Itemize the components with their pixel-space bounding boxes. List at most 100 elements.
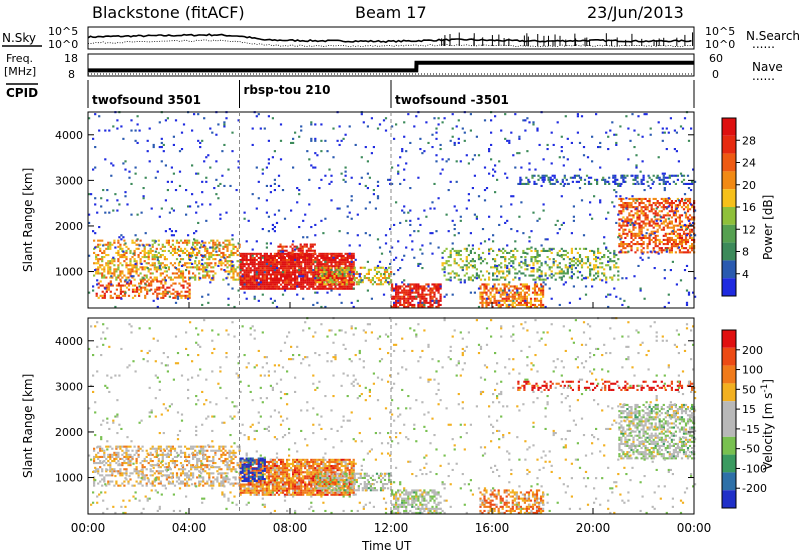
range-cell	[107, 286, 110, 289]
range-cell	[146, 288, 149, 291]
range-cell	[564, 264, 567, 267]
range-cell	[104, 211, 107, 214]
range-cell	[613, 266, 616, 269]
range-cell	[191, 164, 194, 167]
range-cell	[674, 210, 677, 213]
range-cell	[495, 287, 498, 290]
range-cell	[644, 218, 647, 221]
range-cell	[157, 239, 160, 242]
range-cell	[312, 283, 315, 286]
range-cell	[646, 206, 649, 209]
range-cell	[686, 249, 690, 252]
range-cell	[411, 283, 414, 286]
range-cell	[495, 301, 498, 304]
range-cell	[342, 256, 345, 259]
range-cell	[492, 272, 495, 275]
range-cell	[189, 277, 192, 280]
range-cell	[119, 292, 122, 295]
range-cell	[253, 279, 256, 282]
range-cell	[363, 266, 366, 269]
range-cell	[642, 222, 645, 225]
range-cell	[487, 297, 490, 300]
range-cell	[538, 287, 541, 290]
range-cell	[340, 172, 343, 175]
range-cell	[500, 256, 503, 259]
range-cell	[586, 276, 590, 279]
range-cell	[575, 174, 578, 177]
range-cell	[637, 182, 640, 185]
range-cell	[522, 232, 525, 235]
range-cell	[314, 252, 317, 255]
range-cell	[618, 222, 621, 225]
range-cell	[419, 305, 422, 308]
range-cell	[109, 466, 112, 469]
range-cell	[123, 292, 127, 295]
range-cell	[154, 240, 157, 243]
range-cell	[194, 276, 197, 279]
range-cell	[241, 277, 244, 280]
range-cell	[328, 261, 331, 264]
range-cell	[640, 249, 643, 252]
range-cell	[293, 255, 296, 258]
range-cell	[350, 279, 353, 282]
range-cell	[310, 254, 313, 257]
range-cell	[101, 449, 104, 452]
range-cell	[552, 258, 555, 261]
range-cell	[678, 238, 681, 241]
range-cell	[263, 275, 266, 278]
range-cell	[178, 150, 182, 153]
range-cell	[437, 283, 440, 286]
range-cell	[526, 117, 529, 120]
range-cell	[196, 254, 199, 257]
range-cell	[479, 301, 482, 304]
range-cell	[622, 216, 625, 219]
range-cell	[439, 297, 442, 300]
range-cell	[431, 133, 434, 136]
range-cell	[158, 146, 161, 149]
range-cell	[477, 256, 481, 259]
range-cell	[281, 245, 284, 248]
range-cell	[519, 291, 522, 294]
range-cell	[139, 251, 142, 254]
range-cell	[401, 209, 404, 212]
range-cell	[95, 270, 98, 273]
range-cell	[471, 258, 474, 261]
range-cell	[214, 241, 217, 244]
range-cell	[247, 259, 250, 262]
range-cell	[129, 264, 132, 267]
range-cell	[411, 295, 414, 298]
range-cell	[373, 268, 376, 271]
range-cell	[286, 277, 289, 280]
range-cell	[544, 262, 547, 265]
range-cell	[589, 268, 592, 271]
range-cell	[399, 295, 402, 298]
range-cell	[350, 301, 353, 304]
range-cell	[662, 238, 665, 241]
range-cell	[510, 195, 513, 198]
range-cell	[638, 224, 641, 227]
range-cell	[685, 234, 689, 237]
range-cell	[673, 211, 676, 214]
range-cell	[423, 297, 426, 300]
range-cell	[518, 264, 521, 267]
range-cell	[642, 202, 645, 205]
range-cell	[546, 238, 549, 241]
range-cell	[508, 281, 511, 284]
range-cell	[93, 449, 96, 452]
range-cell	[514, 247, 517, 250]
range-cell	[630, 220, 633, 223]
range-cell	[303, 253, 306, 256]
range-cell	[109, 270, 112, 273]
range-cell	[273, 254, 276, 257]
range-cell	[633, 129, 636, 132]
range-cell	[640, 245, 643, 248]
range-cell	[522, 262, 525, 265]
range-cell	[111, 455, 114, 458]
range-cell	[186, 286, 189, 289]
range-cell	[505, 283, 508, 286]
range-cell	[520, 201, 523, 204]
range-cell	[417, 289, 420, 292]
range-cell	[591, 268, 594, 271]
range-cell	[605, 295, 608, 298]
range-cell	[286, 287, 289, 290]
